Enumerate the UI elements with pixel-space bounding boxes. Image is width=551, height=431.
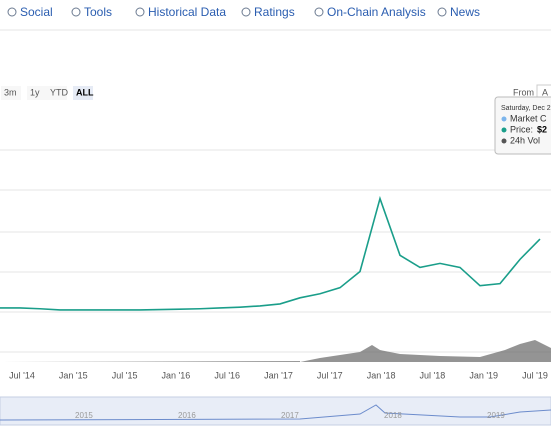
x-tick-label: Jul '18: [420, 370, 446, 380]
tab[interactable]: Social: [20, 5, 53, 19]
range-button[interactable]: [1, 86, 21, 100]
x-tick-label: Jul '17: [317, 370, 343, 380]
navigator-line: [0, 404, 551, 421]
tab-icon: [7, 7, 17, 17]
x-tick-label: Jan '15: [59, 370, 88, 380]
tooltip-volume: 24h Vol: [510, 135, 540, 145]
to-label: A: [542, 87, 548, 97]
x-tick-label: Jan '17: [264, 370, 293, 380]
range-buttons: 3m 1y YTD ALL: [1, 86, 94, 100]
x-ticks: Jul '14 Jan '15 Jul '15 Jan '16 Jul '16 Jan '…: [9, 370, 548, 380]
tab[interactable]: On-Chain Analysis: [327, 5, 426, 19]
navigator-year: 2016: [178, 411, 196, 420]
range-button[interactable]: [27, 86, 47, 100]
range-button-label[interactable]: 1y: [30, 87, 40, 97]
navigator-year: 2017: [281, 411, 299, 420]
volume-base: [0, 361, 300, 362]
tab-icon: [71, 7, 81, 17]
tooltip-box: [494, 96, 551, 155]
tab-icon: [437, 7, 447, 17]
x-tick-label: Jan '16: [162, 370, 191, 380]
navigator-year: 2019: [487, 411, 505, 420]
legend-dot: [501, 138, 507, 144]
tab[interactable]: News: [450, 5, 480, 19]
navigator-year: 2015: [75, 411, 93, 420]
price-line: [0, 195, 541, 311]
range-button[interactable]: [73, 86, 93, 100]
x-tick-label: Jan '18: [367, 370, 396, 380]
legend-dot: [501, 116, 507, 122]
tooltip-price-label: Price:: [510, 124, 533, 134]
from-label: From: [513, 87, 534, 97]
x-tick-label: Jul '14: [9, 370, 35, 380]
x-tick-label: Jan '19: [469, 370, 498, 380]
tooltip-price-value: $2: [537, 124, 547, 134]
range-button[interactable]: [47, 86, 67, 100]
grid: [0, 149, 551, 353]
tab-icon: [241, 7, 251, 17]
tab-icon: [314, 7, 324, 17]
legend-dot: [501, 127, 507, 133]
tooltip-market-cap: Market C: [510, 113, 547, 123]
range-button-label[interactable]: YTD: [50, 87, 69, 97]
plot: [0, 195, 541, 311]
tab[interactable]: Historical Data: [148, 5, 226, 19]
range-button-label[interactable]: ALL: [76, 87, 94, 97]
tooltip-date: Saturday, Dec 2: [501, 105, 551, 112]
navigator-years: 2015 2016 2017 2018 2019: [75, 411, 505, 420]
tab[interactable]: Ratings: [254, 5, 295, 19]
x-tick-label: Jul '15: [112, 370, 138, 380]
tabs: Social Tools Historical Data Ratings On-Chai…: [7, 5, 480, 19]
tooltip: Saturday, Dec 2 Market C Price: $2 24h V…: [494, 96, 551, 155]
x-tick-label: Jul '19: [522, 370, 548, 380]
range-button-label[interactable]: 3m: [4, 87, 17, 97]
volume-area: [300, 340, 551, 362]
navigator[interactable]: [0, 396, 551, 426]
navigator-year: 2018: [384, 411, 402, 420]
tab[interactable]: Tools: [84, 5, 112, 19]
x-tick-label: Jul '16: [214, 370, 240, 380]
tab-icon: [135, 7, 145, 17]
